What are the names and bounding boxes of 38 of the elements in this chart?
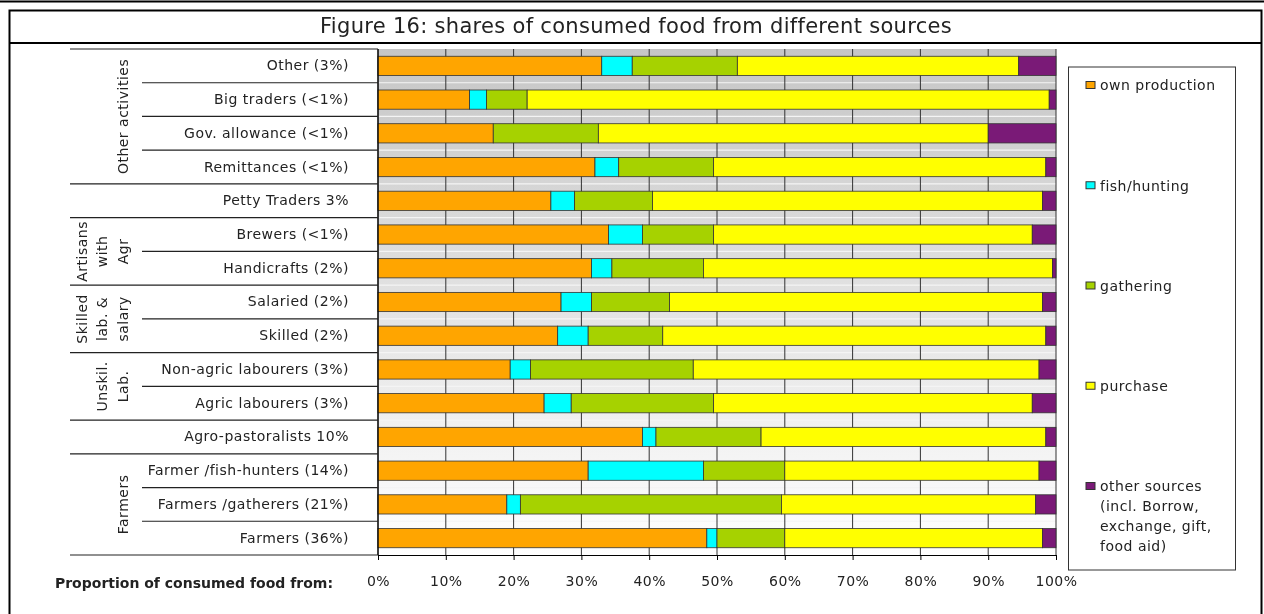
x-axis-title: Proportion of consumed food from: <box>54 575 333 591</box>
x-tick-label: 40% <box>633 572 667 589</box>
y-tick-label: Agro-pastoralists 10% <box>184 428 349 445</box>
legend-label: fish/hunting <box>1100 177 1190 194</box>
legend-label: gathering <box>1100 277 1173 294</box>
y-tick-label: Gov. allowance (<1%) <box>184 124 349 141</box>
x-tick-label: 50% <box>701 572 734 589</box>
y-tick-label: Brewers (<1%) <box>236 226 349 243</box>
text: Unskil. Lab. <box>94 361 131 412</box>
x-tick-label: 60% <box>768 572 802 589</box>
legend-label: purchase <box>1100 378 1169 395</box>
chart-title: Figure 16: shares of consumed food from different sources <box>320 14 952 39</box>
y-tick-label: Agric labourers (3%) <box>195 394 349 411</box>
x-tick-label: 80% <box>904 572 938 589</box>
legend-label: other sources (incl. Borrow, exchange, gift, food aid) <box>1100 478 1212 554</box>
x-tick-label: 90% <box>972 572 1006 589</box>
y-tick-label: Big traders (<1%) <box>213 91 349 108</box>
text: Other activities <box>114 58 131 175</box>
y-tick-label: Non-agric labourers (3%) <box>161 360 349 377</box>
x-tick-label: 70% <box>836 572 870 589</box>
x-tick-label: 100% <box>1035 572 1078 589</box>
x-tick-label: 10% <box>429 572 463 589</box>
x-tick-label: 20% <box>497 572 531 589</box>
y-tick-label: Farmers (36%) <box>239 529 349 546</box>
y-tick-label: Farmers /gatherers (21%) <box>157 495 349 512</box>
y-tick-label: Salaried (2%) <box>247 293 349 310</box>
x-tick-label: 0% <box>366 572 391 589</box>
legend-label: own production <box>1100 77 1216 94</box>
y-tick-label: Remittances (<1%) <box>203 158 349 175</box>
text: Artisans with Agr <box>73 221 131 282</box>
y-tick-label: Farmer /fish-hunters (14%) <box>147 462 349 479</box>
x-tick-label: 30% <box>565 572 599 589</box>
text: Skilled lab. & salary <box>73 294 131 344</box>
y-tick-label: Handicrafts (2%) <box>223 259 349 276</box>
y-tick-label: Petty Traders 3% <box>222 192 349 209</box>
y-tick-label: Other (3%) <box>266 57 349 74</box>
y-tick-label: Skilled (2%) <box>259 327 349 344</box>
text: Farmers <box>114 474 131 535</box>
